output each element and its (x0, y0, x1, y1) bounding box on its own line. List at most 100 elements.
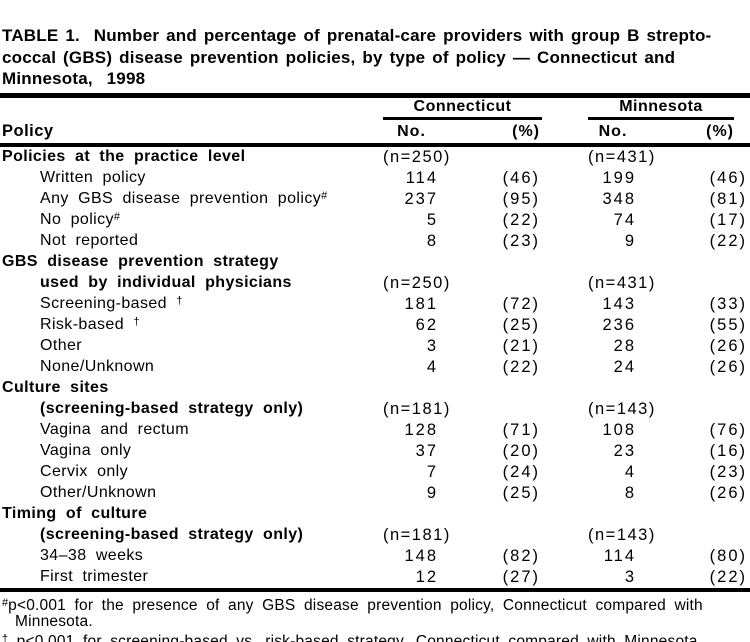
policy-cell: Other (40, 337, 83, 354)
table-row: (screening-based strategy only) (n=181) (n… (0, 525, 750, 546)
column-gap (542, 231, 588, 252)
policy-cell: used by individual physicians (40, 274, 292, 291)
policy-cell: Culture sites (2, 379, 109, 396)
ct-pct-cell: (72) (502, 294, 541, 313)
policy-cell: Policies at the practice level (2, 148, 246, 165)
mn-pct-cell: (22) (709, 567, 748, 586)
column-gap (542, 189, 588, 210)
mn-pct-cell: (33) (709, 294, 748, 313)
footnote-marker: † (133, 316, 140, 328)
column-gap (542, 420, 588, 441)
mn-no-cell: 74 (613, 210, 637, 229)
table-row: Not reported 8 (23) 9 (22) (0, 231, 750, 252)
title-line: TABLE 1. Number and percentage of prenat… (2, 26, 712, 45)
footnote-marker: # (113, 211, 121, 223)
mn-no-cell: 199 (602, 168, 637, 187)
ct-no-cell: 62 (415, 315, 438, 334)
column-gap (542, 336, 588, 357)
table-row: Written policy 114 (46) 199 (46) (0, 168, 750, 189)
ct-pct-cell: (22) (502, 357, 541, 376)
mn-no-cell: 143 (602, 294, 637, 313)
ct-pct-cell: (20) (502, 441, 541, 460)
column-group-minnesota: Minnesota (588, 98, 735, 120)
table-row: Other 3 (21) 28 (26) (0, 336, 750, 357)
empty-cell (383, 252, 750, 273)
policy-cell: (screening-based strategy only) (40, 400, 304, 417)
table-bottom-rule (0, 587, 750, 592)
column-gap (542, 145, 588, 168)
column-gap (542, 315, 588, 336)
ct-pct-cell: (23) (502, 231, 541, 250)
table-row: 34–38 weeks 148 (82) 114 (80) (0, 546, 750, 567)
ct-no-cell: 12 (415, 567, 438, 586)
ct-no-cell: 9 (426, 483, 438, 502)
title-rule-divider (0, 92, 750, 98)
ct-no-cell: 5 (426, 210, 438, 229)
table-row: Policies at the practice level (n=250) (n=… (0, 145, 750, 168)
policy-cell: Risk-based † (40, 316, 140, 333)
prenatal-care-providers-table: Connecticut Minnesota Policy No. (%) No.… (0, 98, 750, 588)
footnotes: #p<0.001 for the presence of any GBS dis… (0, 592, 750, 642)
column-gap (542, 441, 588, 462)
table-row: Cervix only 7 (24) 4 (23) (0, 462, 750, 483)
mn-pct-cell: (17) (709, 210, 748, 229)
table-row: None/Unknown 4 (22) 24 (26) (0, 357, 750, 378)
mn-no-cell: 3 (624, 567, 637, 586)
table-row: (screening-based strategy only) (n=181) (n… (0, 399, 750, 420)
policy-cell: Screening-based † (40, 295, 183, 312)
table-title: TABLE 1. Number and percentage of prenat… (0, 0, 750, 90)
minnesota-group-header-cell: Minnesota (588, 98, 750, 120)
connecticut-group-header-cell: Connecticut (383, 98, 543, 120)
mn-no-cell: 114 (603, 546, 637, 565)
policy-cell: Cervix only (40, 463, 129, 480)
ct-n-cell: (n=250) (383, 273, 451, 292)
ct-no-cell: 8 (426, 231, 438, 250)
column-gap (542, 399, 588, 420)
table-row: Screening-based † 181 (72) 143 (33) (0, 294, 750, 315)
mn-n-cell: (n=143) (588, 399, 656, 418)
ct-pct-cell: (22) (502, 210, 541, 229)
mn-pct-cell: (26) (709, 357, 748, 376)
policy-column-header: Policy (0, 119, 383, 147)
empty-cell (383, 504, 750, 525)
column-gap (542, 462, 588, 483)
mn-pct-column-header: (%) (638, 119, 750, 147)
footnote-line: #p<0.001 for the presence of any GBS dis… (2, 596, 703, 614)
column-gap (542, 546, 588, 567)
column-gap (542, 294, 588, 315)
column-gap (542, 119, 589, 147)
ct-no-cell: 37 (415, 441, 438, 460)
mn-pct-cell: (23) (709, 462, 748, 481)
footnote-line: † p<0.001 for screening-based vs. risk-b… (2, 631, 750, 642)
mn-n-cell: (n=431) (588, 147, 656, 166)
column-header-row: Policy No. (%) No. (%) (0, 119, 750, 147)
mn-pct-cell: (81) (709, 189, 748, 208)
policy-cell: (screening-based strategy only) (40, 526, 304, 543)
policy-cell: No policy# (40, 211, 121, 228)
mn-pct-cell: (22) (709, 231, 748, 250)
table-row: Vagina and rectum 128 (71) 108 (76) (0, 420, 750, 441)
ct-no-cell: 181 (404, 294, 438, 313)
table-row: No policy# 5 (22) 74 (17) (0, 210, 750, 231)
footnote-marker: † (176, 295, 183, 307)
table-row: Risk-based † 62 (25) 236 (55) (0, 315, 750, 336)
mn-pct-cell: (46) (709, 168, 748, 187)
ct-no-cell: 3 (426, 336, 438, 355)
mn-pct-cell: (26) (709, 336, 748, 355)
mn-no-cell: 28 (613, 336, 637, 355)
footnote-marker: # (321, 190, 328, 202)
table-body: Policies at the practice level (n=250) (n=… (0, 145, 750, 588)
ct-n-cell: (n=250) (383, 147, 451, 166)
ct-n-cell: (n=181) (383, 525, 451, 544)
mn-no-cell: 9 (624, 231, 637, 250)
spanner-stub-spacer (0, 98, 383, 120)
column-gap (542, 98, 588, 120)
mn-pct-cell: (16) (709, 441, 748, 460)
ct-pct-cell: (25) (502, 315, 541, 334)
policy-cell: Vagina and rectum (40, 421, 189, 438)
mn-pct-cell: (26) (709, 483, 748, 502)
mn-pct-cell: (55) (709, 315, 748, 334)
ct-no-cell: 128 (404, 420, 438, 439)
policy-cell: Other/Unknown (40, 484, 157, 501)
